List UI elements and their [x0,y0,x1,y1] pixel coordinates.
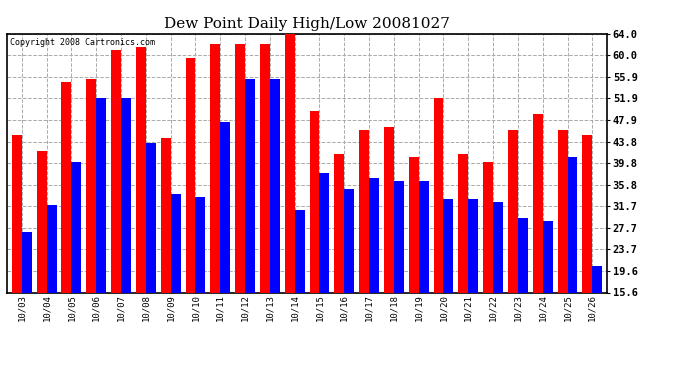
Bar [310,111,319,292]
Bar [533,114,543,292]
Bar [419,181,428,292]
Bar [37,152,47,292]
Bar [543,221,553,292]
Bar [260,45,270,292]
Bar [444,200,453,292]
Bar [518,218,528,292]
Bar [12,135,22,292]
Bar [558,130,567,292]
Bar [295,210,304,292]
Bar [319,173,329,292]
Bar [469,200,478,292]
Bar [235,45,245,292]
Bar [71,162,81,292]
Bar [408,157,419,292]
Bar [483,162,493,292]
Bar [245,79,255,292]
Bar [458,154,469,292]
Bar [161,138,170,292]
Bar [270,79,279,292]
Bar [136,47,146,292]
Bar [582,135,592,292]
Bar [285,34,295,292]
Bar [344,189,354,292]
Bar [220,122,230,292]
Bar [394,181,404,292]
Bar [47,205,57,292]
Bar [111,50,121,292]
Title: Dew Point Daily High/Low 20081027: Dew Point Daily High/Low 20081027 [164,17,450,31]
Bar [86,79,96,292]
Bar [508,130,518,292]
Bar [567,157,578,292]
Bar [195,197,206,292]
Bar [369,178,379,292]
Bar [359,130,369,292]
Bar [61,82,71,292]
Bar [96,98,106,292]
Bar [493,202,503,292]
Bar [210,45,220,292]
Bar [335,154,344,292]
Bar [146,143,156,292]
Bar [384,127,394,292]
Bar [170,194,181,292]
Bar [186,58,195,292]
Bar [121,98,131,292]
Bar [22,231,32,292]
Bar [592,266,602,292]
Bar [433,98,444,292]
Text: Copyright 2008 Cartronics.com: Copyright 2008 Cartronics.com [10,38,155,46]
